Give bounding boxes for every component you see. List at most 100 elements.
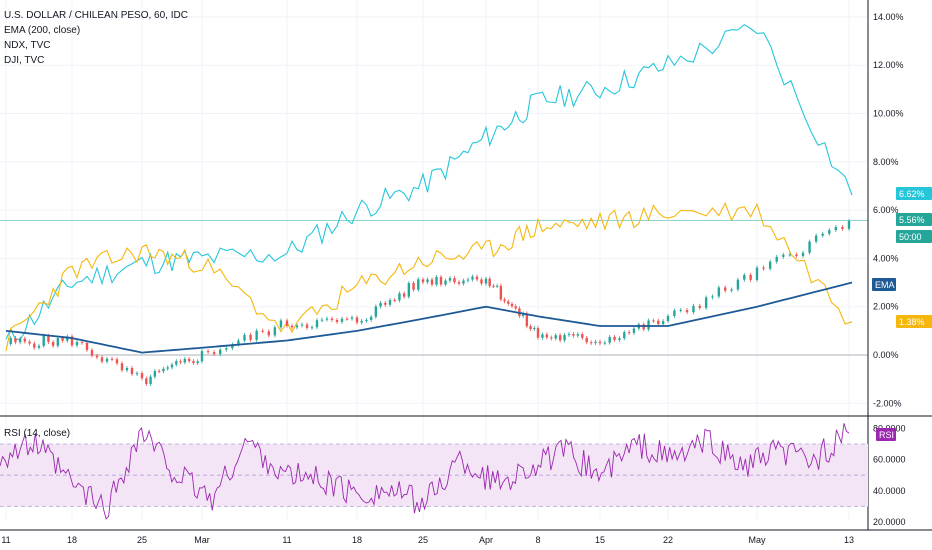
legend-dji[interactable]: DJI, TVC xyxy=(4,55,45,66)
legend-ndx[interactable]: NDX, TVC xyxy=(4,40,51,51)
price-axis-label: 4.00% xyxy=(873,253,899,263)
candle-body xyxy=(545,334,549,338)
candle-body xyxy=(384,302,387,305)
candle-body xyxy=(237,340,240,345)
candle-body xyxy=(581,334,584,338)
candle-body xyxy=(661,321,665,325)
candle-body xyxy=(828,230,831,234)
candle-body xyxy=(369,316,373,320)
price-axis-label: -2.00% xyxy=(873,398,902,408)
candle-body xyxy=(360,320,363,323)
candle-body xyxy=(533,328,536,330)
price-axis-label: 2.00% xyxy=(873,302,899,312)
candle-body xyxy=(567,334,571,336)
candle-body xyxy=(402,293,406,297)
candle-body xyxy=(379,302,382,307)
candle-body xyxy=(255,330,258,340)
candle-body xyxy=(736,279,740,290)
candle-body xyxy=(847,220,851,229)
candle-body xyxy=(768,261,772,269)
candle-body xyxy=(196,361,199,364)
candle-body xyxy=(179,361,182,363)
candle-body xyxy=(330,318,334,321)
candle-body xyxy=(28,341,31,344)
candle-body xyxy=(652,320,655,322)
candle-body xyxy=(398,293,401,301)
legend-symbol-title[interactable]: U.S. DOLLAR / CHILEAN PESO, 60, IDC xyxy=(4,10,188,21)
candle-body xyxy=(673,310,676,317)
candle-body xyxy=(157,371,161,373)
candle-body xyxy=(149,376,152,385)
badge-ndx-bg xyxy=(896,187,932,200)
candle-body xyxy=(145,378,148,385)
candle-body xyxy=(585,337,588,343)
price-axis-label: 6.00% xyxy=(873,205,899,215)
badge-dji-bg xyxy=(896,315,932,328)
candle-body xyxy=(120,363,124,371)
candle-body xyxy=(499,285,503,300)
candle-body xyxy=(521,313,525,316)
candle-body xyxy=(110,358,114,360)
candle-body xyxy=(698,305,701,308)
candle-body xyxy=(821,233,824,236)
badge-usdclp-bg xyxy=(896,213,932,226)
candle-body xyxy=(212,352,216,355)
candle-body xyxy=(507,301,510,304)
candle-body xyxy=(623,332,626,339)
time-axis-label: 25 xyxy=(418,535,428,545)
candle-body xyxy=(340,318,344,322)
candle-body xyxy=(14,338,17,343)
candle-body xyxy=(618,338,621,340)
series-dji-line xyxy=(5,201,853,352)
series-ndx-line xyxy=(5,23,853,341)
badge-ema: EMA xyxy=(875,280,895,290)
badge-timer-bg xyxy=(896,230,932,243)
badge-usdclp: 5.56% xyxy=(899,215,925,225)
candle-body xyxy=(576,334,580,336)
candle-body xyxy=(162,368,165,372)
time-axis-label: May xyxy=(748,535,766,545)
candle-body xyxy=(572,334,575,336)
price-axis-label: 12.00% xyxy=(873,60,904,70)
candle-body xyxy=(187,358,191,362)
candle-body xyxy=(95,355,99,358)
candle-body xyxy=(448,278,452,281)
candle-body xyxy=(541,334,544,338)
candle-body xyxy=(115,359,119,364)
candle-body xyxy=(603,342,607,344)
candle-body xyxy=(685,310,689,313)
candle-body xyxy=(75,341,79,346)
candle-body xyxy=(130,367,134,375)
candle-body xyxy=(525,313,529,327)
candle-body xyxy=(374,306,378,317)
candle-body xyxy=(627,332,631,334)
badge-ndx: 6.62% xyxy=(899,189,925,199)
badge-dji: 1.38% xyxy=(899,317,925,327)
candle-body xyxy=(558,335,562,341)
candle-body xyxy=(444,280,447,285)
price-axis-label: 8.00% xyxy=(873,157,899,167)
candle-body xyxy=(315,320,319,328)
candle-body xyxy=(66,336,69,341)
candle-body xyxy=(33,343,36,348)
candle-body xyxy=(775,256,778,262)
candle-body xyxy=(295,325,299,328)
candle-body xyxy=(305,324,309,328)
candle-body xyxy=(85,342,89,350)
candle-body xyxy=(192,361,195,364)
legend-ema[interactable]: EMA (200, close) xyxy=(4,25,81,36)
candle-body xyxy=(135,373,139,375)
candle-body xyxy=(219,349,222,355)
candle-body xyxy=(514,306,517,309)
candle-body xyxy=(125,367,129,371)
candle-body xyxy=(290,325,294,328)
rsi-legend[interactable]: RSI (14, close) xyxy=(4,428,71,439)
candle-body xyxy=(488,278,491,286)
candle-body xyxy=(412,283,415,290)
candle-body xyxy=(480,279,483,284)
candle-body xyxy=(801,252,805,256)
candle-body xyxy=(692,305,695,313)
candle-body xyxy=(345,318,349,320)
candle-body xyxy=(439,276,443,285)
